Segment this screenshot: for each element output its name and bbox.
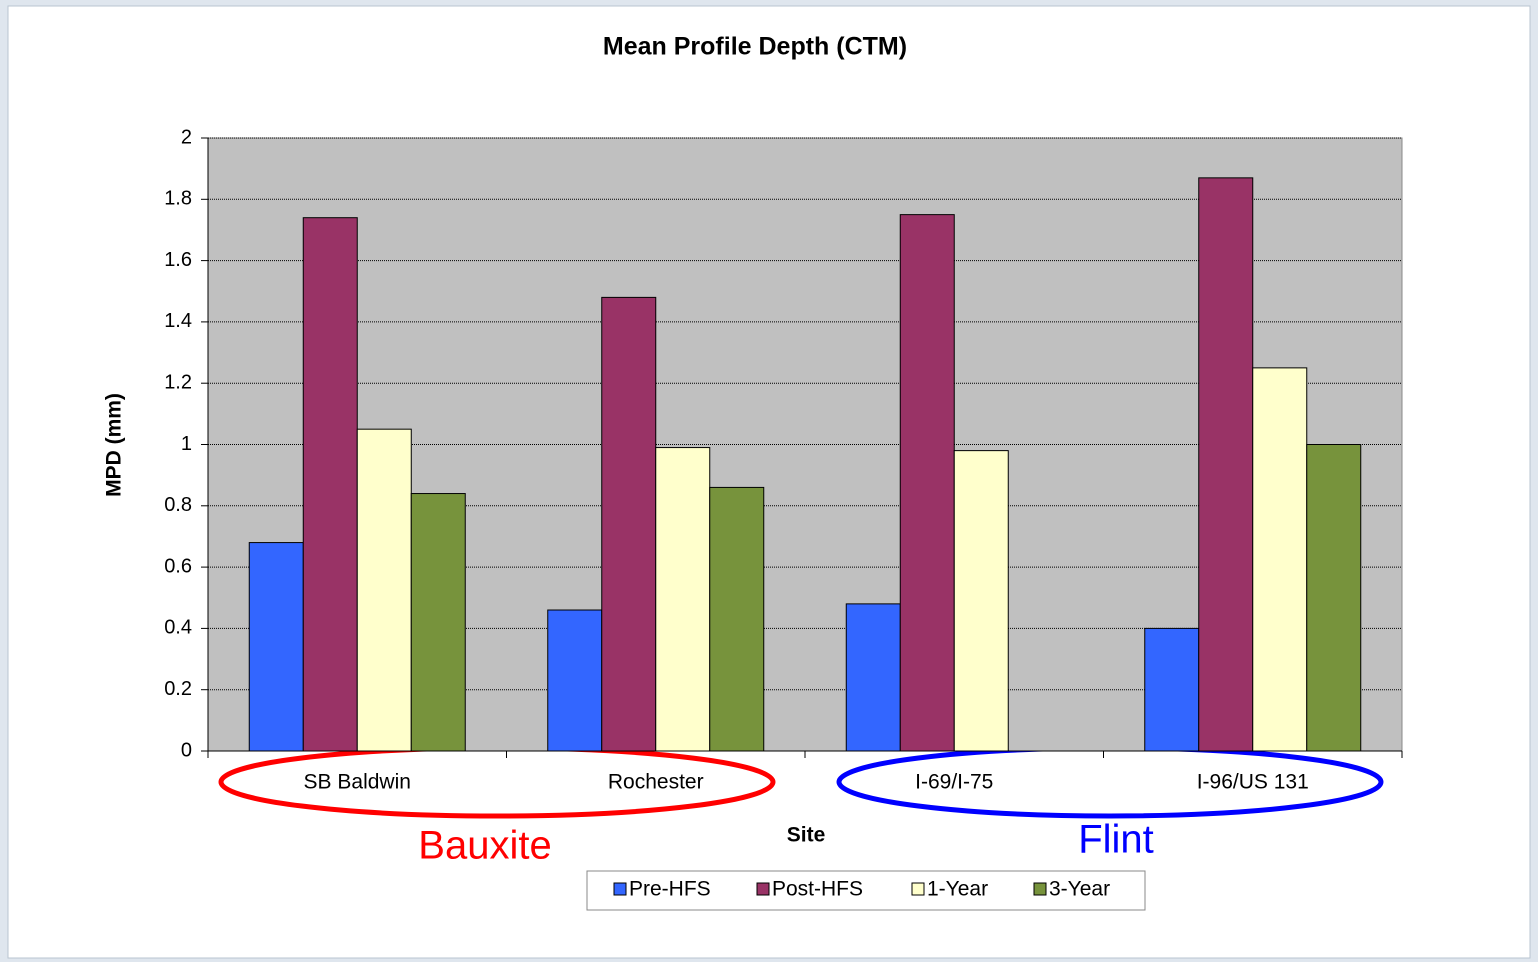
legend-label: 1-Year	[927, 878, 988, 901]
legend-swatch	[613, 882, 627, 896]
bar	[1198, 177, 1254, 752]
legend-label: Post-HFS	[772, 878, 863, 901]
bar	[1252, 367, 1308, 752]
bar	[356, 428, 412, 752]
bar	[410, 493, 466, 752]
bar	[899, 214, 955, 752]
bar	[1306, 444, 1362, 752]
bar	[601, 296, 657, 752]
y-tick-label: 0.6	[164, 555, 192, 577]
x-tick-label: I-69/I-75	[915, 771, 993, 794]
legend-label: 3-Year	[1049, 878, 1110, 901]
y-tick-label: 0.2	[164, 678, 192, 700]
y-tick-label: 0.8	[164, 494, 192, 516]
x-tick-label: SB Baldwin	[304, 771, 411, 794]
x-tick-label: Rochester	[608, 771, 704, 794]
bar	[302, 217, 358, 752]
y-tick-label: 0	[181, 739, 192, 761]
y-tick-label: 1.2	[164, 371, 192, 393]
bar	[1144, 627, 1200, 752]
y-tick-label: 0.4	[164, 617, 192, 639]
x-axis-label: Site	[787, 824, 826, 847]
bar	[953, 450, 1009, 752]
bar	[709, 486, 765, 752]
y-axis-label: MPD (mm)	[103, 393, 126, 497]
y-tick-label: 1.4	[164, 310, 192, 332]
legend-swatch	[1033, 882, 1047, 896]
legend	[586, 870, 1146, 911]
bar	[655, 447, 711, 752]
annotation: Flint	[1078, 818, 1154, 862]
bar	[845, 603, 901, 752]
bar	[248, 542, 304, 752]
legend-swatch	[911, 882, 925, 896]
legend-swatch	[756, 882, 770, 896]
legend-label: Pre-HFS	[629, 878, 711, 901]
annotation: Bauxite	[418, 824, 551, 868]
bar	[547, 609, 603, 752]
y-tick-label: 1.8	[164, 188, 192, 210]
y-tick-label: 1.6	[164, 249, 192, 271]
y-tick-label: 1	[181, 433, 192, 455]
y-tick-label: 2	[181, 126, 192, 148]
chart-title: Mean Profile Depth (CTM)	[603, 33, 907, 61]
x-tick-label: I-96/US 131	[1197, 771, 1309, 794]
